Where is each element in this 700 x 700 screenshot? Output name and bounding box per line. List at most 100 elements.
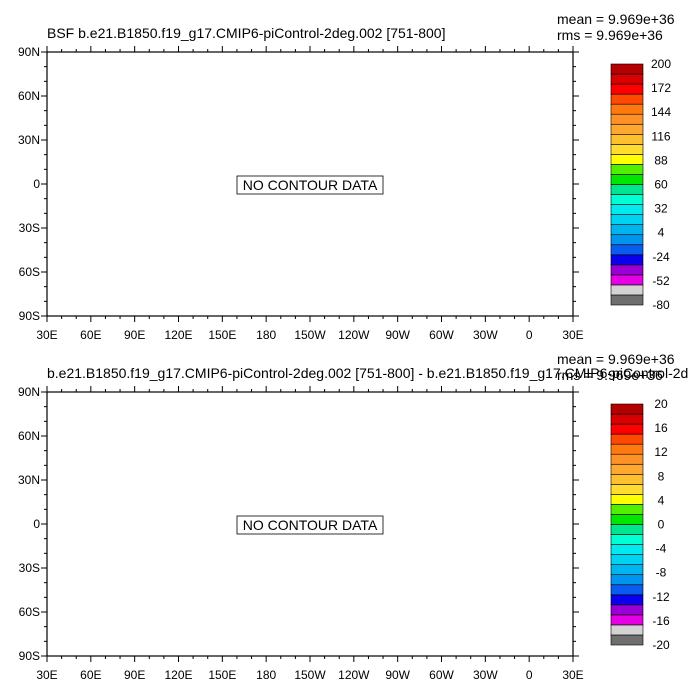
colorbar-box bbox=[610, 294, 644, 306]
y-tick-label: 60N bbox=[18, 89, 40, 103]
colorbar: 200 172 144 116 88 60 32 4 -24 -52 -80 bbox=[610, 57, 671, 312]
colorbar-label: 32 bbox=[654, 202, 668, 216]
colorbar-box bbox=[610, 254, 644, 266]
no-data-box bbox=[236, 175, 384, 195]
no-data-box bbox=[236, 515, 384, 535]
colorbar-box bbox=[610, 113, 644, 125]
colorbar-box bbox=[610, 83, 644, 95]
no-data-label: NO CONTOUR DATA bbox=[243, 177, 378, 193]
x-tick-label: 150E bbox=[208, 668, 236, 682]
x-tick-label: 60E bbox=[80, 328, 101, 342]
colorbar-label: 8 bbox=[658, 469, 665, 483]
colorbar-box bbox=[610, 524, 644, 535]
x-tick-label: 150W bbox=[294, 668, 326, 682]
x-tick-label: 30E bbox=[562, 328, 583, 342]
colorbar-box bbox=[610, 274, 644, 286]
colorbar-box bbox=[610, 144, 644, 155]
x-tick-label: 0 bbox=[526, 668, 533, 682]
colorbar-label: 116 bbox=[651, 129, 670, 143]
x-tick-label: 180 bbox=[256, 668, 276, 682]
panel-bottom: b.e21.B1850.f19_g17.CMIP6-piControl-2deg… bbox=[18, 351, 688, 682]
x-tick-label: 120E bbox=[164, 668, 192, 682]
x-tick-label: 120W bbox=[338, 328, 370, 342]
colorbar-box bbox=[610, 504, 644, 515]
axis-ticks bbox=[41, 386, 579, 662]
colorbar-box bbox=[610, 194, 644, 205]
y-tick-label: 60S bbox=[19, 265, 40, 279]
x-tick-label: 90E bbox=[124, 668, 145, 682]
colorbar-box bbox=[610, 514, 644, 525]
colorbar-label: 172 bbox=[651, 81, 671, 95]
y-tick-labels: 90N 60N 30N 0 30S 60S 90S bbox=[18, 385, 40, 663]
x-tick-label: 30W bbox=[473, 668, 498, 682]
colorbar-box bbox=[610, 634, 644, 646]
colorbar-label: -80 bbox=[652, 298, 670, 312]
x-tick-label: 30E bbox=[36, 328, 57, 342]
colorbar-label: 88 bbox=[654, 153, 668, 167]
panel-title: BSF b.e21.B1850.f19_g17.CMIP6-piControl-… bbox=[47, 25, 446, 41]
y-tick-label: 60N bbox=[18, 429, 40, 443]
colorbar-box bbox=[610, 544, 644, 555]
colorbar-box bbox=[610, 423, 644, 435]
panel-top: BSF b.e21.B1850.f19_g17.CMIP6-piControl-… bbox=[18, 11, 675, 342]
colorbar-label: -52 bbox=[652, 274, 670, 288]
colorbar-box bbox=[610, 284, 644, 296]
no-data-label: NO CONTOUR DATA bbox=[243, 517, 378, 533]
y-tick-label: 30S bbox=[19, 221, 40, 235]
colorbar-box bbox=[610, 604, 644, 616]
x-tick-label: 150W bbox=[294, 328, 326, 342]
colorbar-box bbox=[610, 154, 644, 165]
colorbar-label: -20 bbox=[652, 638, 670, 652]
colorbar-label: -4 bbox=[656, 542, 667, 556]
x-tick-labels: 30E 60E 90E 120E 150E 180 150W 120W 90W 60W 30W 0 30… bbox=[36, 328, 583, 342]
colorbar-box bbox=[610, 174, 644, 185]
colorbar-box bbox=[610, 494, 644, 505]
colorbar-label: 20 bbox=[654, 397, 668, 411]
mean-stat: mean = 9.969e+36 bbox=[557, 351, 675, 367]
y-tick-label: 0 bbox=[33, 177, 40, 191]
colorbar-label: 4 bbox=[658, 226, 665, 240]
colorbar-label: 144 bbox=[651, 105, 671, 119]
colorbar-box bbox=[610, 484, 644, 495]
colorbar-box bbox=[610, 463, 644, 475]
colorbar-box bbox=[610, 234, 644, 246]
colorbar-label: 12 bbox=[654, 445, 668, 459]
colorbar-box bbox=[610, 214, 644, 225]
x-tick-label: 60W bbox=[429, 668, 454, 682]
x-tick-label: 60W bbox=[429, 328, 454, 342]
axis-ticks bbox=[41, 46, 579, 322]
colorbar-box bbox=[610, 584, 644, 596]
y-tick-label: 90N bbox=[18, 45, 40, 59]
colorbar-box bbox=[610, 433, 644, 445]
y-tick-label: 90N bbox=[18, 385, 40, 399]
colorbar-label: -8 bbox=[656, 566, 667, 580]
x-tick-label: 180 bbox=[256, 328, 276, 342]
rms-stat: rms = 9.969e+36 bbox=[557, 27, 663, 43]
colorbar-box bbox=[610, 164, 644, 175]
colorbar-label: 0 bbox=[658, 518, 665, 532]
x-tick-label: 30W bbox=[473, 328, 498, 342]
y-tick-label: 30N bbox=[18, 473, 40, 487]
colorbar-box bbox=[610, 473, 644, 485]
y-tick-label: 30N bbox=[18, 133, 40, 147]
y-tick-label: 90S bbox=[19, 649, 40, 663]
x-tick-label: 120E bbox=[164, 328, 192, 342]
colorbar-label: 60 bbox=[654, 178, 668, 192]
rms-stat: rms = 9.969e+36 bbox=[557, 367, 663, 383]
y-tick-label: 0 bbox=[33, 517, 40, 531]
colorbar-box bbox=[610, 93, 644, 105]
y-tick-label: 30S bbox=[19, 561, 40, 575]
colorbar-box bbox=[610, 103, 644, 115]
colorbar-label: 4 bbox=[658, 493, 665, 507]
colorbar-box bbox=[610, 624, 644, 636]
colorbar-box bbox=[610, 184, 644, 195]
colorbar-box bbox=[610, 413, 644, 425]
x-tick-label: 0 bbox=[526, 328, 533, 342]
colorbar-label: 16 bbox=[654, 421, 668, 435]
colorbar-box bbox=[610, 614, 644, 626]
colorbar: 20 16 12 8 4 0 -4 -8 -12 -16 -20 bbox=[610, 397, 670, 652]
colorbar-label: -24 bbox=[652, 250, 670, 264]
x-tick-label: 60E bbox=[80, 668, 101, 682]
y-tick-label: 60S bbox=[19, 605, 40, 619]
colorbar-box bbox=[610, 73, 644, 85]
